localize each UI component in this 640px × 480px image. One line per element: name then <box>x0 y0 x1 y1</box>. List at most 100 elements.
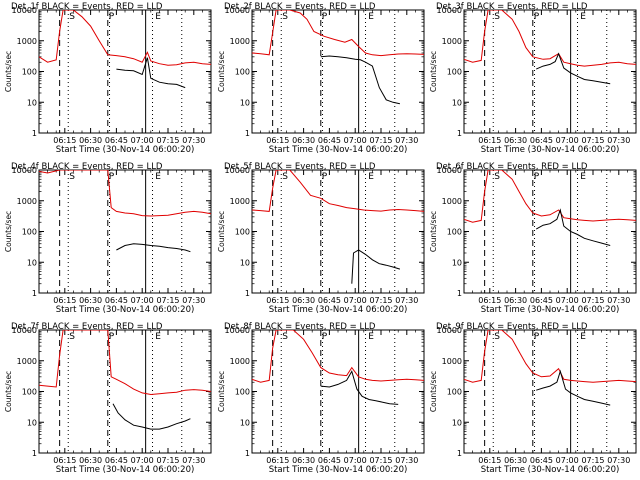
y-tick-label: 100 <box>22 68 37 77</box>
series-line-events <box>116 243 191 253</box>
x-tick-label: 07:30 <box>607 296 630 305</box>
marker-label-s: S <box>494 12 500 22</box>
y-axis-label: Counts/sec <box>4 211 13 252</box>
x-tick-label: 07:15 <box>369 296 392 305</box>
y-axis-label: Counts/sec <box>429 51 438 92</box>
y-tick-label: 1000 <box>442 197 462 206</box>
series-line-events <box>535 208 611 246</box>
plot-frame <box>463 329 637 454</box>
series-line-events <box>351 249 401 284</box>
y-axis-label: Counts/sec <box>217 211 226 252</box>
x-tick-label: 06:15 <box>478 296 501 305</box>
x-tick-label: 06:30 <box>504 136 527 145</box>
x-tick-label: 06:30 <box>504 296 527 305</box>
y-tick-label: 1 <box>32 129 37 138</box>
marker-label-p: P <box>109 172 115 182</box>
x-tick-label: 06:45 <box>530 456 553 465</box>
x-tick-label: 06:45 <box>318 296 341 305</box>
x-tick-label: 06:45 <box>530 136 553 145</box>
y-tick-label: 10 <box>27 418 37 427</box>
marker-label-e: E <box>155 12 161 22</box>
x-tick-label: 07:30 <box>182 296 205 305</box>
plot-frame <box>38 9 212 134</box>
panel-title: Det_1f BLACK = Events, RED = LLD <box>11 2 163 12</box>
x-axis-label: Start Time (30-Nov-14 06:00:20) <box>269 145 408 155</box>
x-tick-label: 07:30 <box>395 136 418 145</box>
y-axis-label: Counts/sec <box>217 371 226 412</box>
x-tick-label: 07:15 <box>369 136 392 145</box>
x-tick-label: 07:15 <box>581 456 604 465</box>
series-line-events <box>320 370 399 405</box>
x-tick-label: 06:15 <box>266 456 289 465</box>
y-tick-label: 100 <box>235 388 250 397</box>
panel-title: Det_9f BLACK = Events, RED = LLD <box>436 322 588 332</box>
y-tick-label: 10 <box>452 258 462 267</box>
x-tick-label: 07:30 <box>607 136 630 145</box>
y-tick-label: 1000 <box>17 357 37 366</box>
y-tick-label: 1000 <box>442 357 462 366</box>
marker-label-e: E <box>580 172 586 182</box>
x-tick-label: 07:30 <box>395 296 418 305</box>
panel-title: Det_6f BLACK = Events, RED = LLD <box>436 162 588 172</box>
marker-label-p: P <box>534 332 540 342</box>
x-tick-label: 07:00 <box>344 456 367 465</box>
series-line-lld <box>464 330 636 383</box>
x-tick-label: 06:30 <box>292 456 315 465</box>
y-tick-label: 10 <box>240 418 250 427</box>
x-tick-label: 07:15 <box>156 296 179 305</box>
y-tick-label: 10000 <box>437 326 462 335</box>
y-tick-label: 100 <box>447 388 462 397</box>
y-tick-label: 1 <box>245 129 250 138</box>
y-tick-label: 1000 <box>17 197 37 206</box>
x-tick-label: 06:30 <box>504 456 527 465</box>
y-tick-label: 100 <box>22 388 37 397</box>
marker-label-e: E <box>580 332 586 342</box>
panel-title: Det_4f BLACK = Events, RED = LLD <box>11 162 163 172</box>
x-tick-label: 07:00 <box>131 456 154 465</box>
marker-label-p: P <box>534 12 540 22</box>
x-tick-label: 06:15 <box>266 136 289 145</box>
series-line-lld <box>464 170 636 223</box>
x-tick-label: 06:45 <box>318 456 341 465</box>
series-line-lld <box>252 170 424 212</box>
y-tick-label: 100 <box>22 228 37 237</box>
plot-frame <box>251 9 425 134</box>
plot-frame <box>251 169 425 294</box>
marker-label-p: P <box>322 172 328 182</box>
marker-label-e: E <box>155 332 161 342</box>
x-tick-label: 06:15 <box>53 456 76 465</box>
x-tick-label: 06:30 <box>79 136 102 145</box>
x-tick-label: 07:30 <box>182 456 205 465</box>
x-tick-label: 07:15 <box>581 136 604 145</box>
series-line-events <box>112 403 191 430</box>
x-tick-label: 06:30 <box>79 296 102 305</box>
y-tick-label: 1 <box>457 129 462 138</box>
y-tick-label: 10 <box>452 98 462 107</box>
y-tick-label: 1 <box>32 289 37 298</box>
x-tick-label: 06:15 <box>478 456 501 465</box>
x-tick-label: 07:15 <box>156 136 179 145</box>
y-tick-label: 10 <box>27 98 37 107</box>
series-line-lld <box>252 330 424 383</box>
marker-label-e: E <box>155 172 161 182</box>
y-axis-label: Counts/sec <box>4 371 13 412</box>
y-tick-label: 10 <box>240 258 250 267</box>
y-axis-label: Counts/sec <box>429 211 438 252</box>
series-line-events <box>116 57 186 89</box>
marker-label-p: P <box>109 12 115 22</box>
series-line-events <box>536 52 611 85</box>
x-tick-label: 06:45 <box>530 296 553 305</box>
x-tick-label: 06:30 <box>79 456 102 465</box>
marker-label-p: P <box>109 332 115 342</box>
x-tick-label: 07:15 <box>156 456 179 465</box>
marker-label-e: E <box>368 172 374 182</box>
y-tick-label: 1 <box>245 449 250 458</box>
x-tick-label: 06:30 <box>292 296 315 305</box>
plot-frame <box>251 329 425 454</box>
